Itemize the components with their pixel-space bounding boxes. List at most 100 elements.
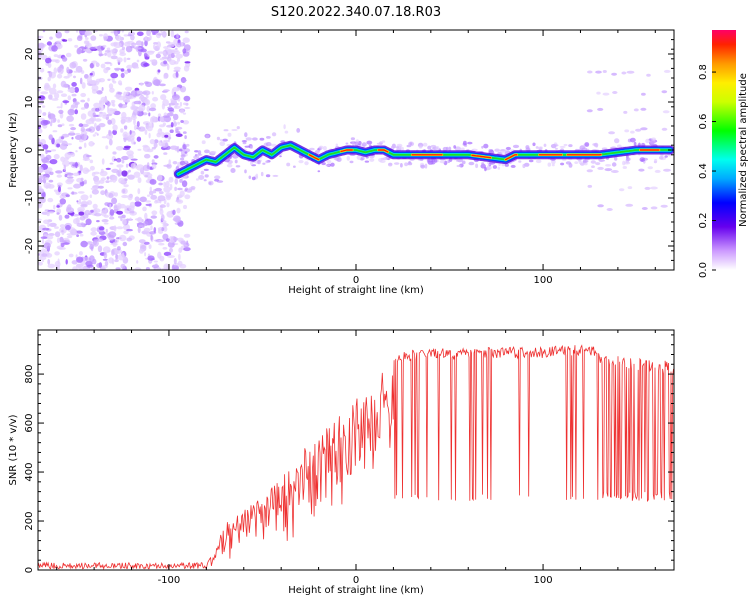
spectral-noise-blob xyxy=(38,262,43,266)
spectral-band-blob xyxy=(662,90,668,93)
spectral-band-blob xyxy=(587,109,593,112)
spectral-halo-blob xyxy=(204,169,209,171)
spectral-halo-blob xyxy=(472,149,478,152)
spectral-noise-blob xyxy=(163,152,167,155)
spectral-noise-blob xyxy=(159,240,166,242)
spectral-noise-blob xyxy=(137,149,141,151)
spectral-noise-blob xyxy=(155,188,162,192)
spectral-halo-blob xyxy=(511,165,516,168)
spectral-noise-blob xyxy=(49,37,53,40)
spectral-halo-blob xyxy=(365,161,369,163)
spectral-halo-blob xyxy=(208,181,214,186)
spectral-noise-blob xyxy=(100,190,105,195)
spectral-noise-blob xyxy=(117,57,123,62)
spectral-noise-blob xyxy=(163,89,170,92)
spectral-noise-blob xyxy=(59,215,63,221)
spectral-halo-blob xyxy=(266,142,272,146)
spectral-noise-blob xyxy=(128,194,133,200)
spectral-noise-blob xyxy=(183,103,187,106)
spectral-noise-blob xyxy=(146,51,154,55)
spectral-noise-blob xyxy=(154,142,158,148)
spectral-noise-blob xyxy=(104,252,108,259)
spectral-halo-blob xyxy=(544,144,547,147)
spectral-noise-blob xyxy=(107,108,115,115)
spectral-halo-blob xyxy=(232,156,238,158)
spectrogram-xtick-label: 100 xyxy=(534,275,553,286)
spectral-halo-blob xyxy=(285,131,289,134)
spectral-halo-blob xyxy=(179,149,183,151)
spectral-band-blob xyxy=(640,127,647,130)
spectral-noise-blob xyxy=(184,135,187,139)
spectral-noise-blob xyxy=(126,229,133,231)
spectral-noise-blob xyxy=(134,125,137,130)
spectral-noise-blob xyxy=(110,209,115,216)
spectral-noise-blob xyxy=(154,200,158,203)
spectral-noise-blob xyxy=(163,247,168,250)
spectral-noise-blob xyxy=(71,191,74,195)
spectral-noise-blob xyxy=(106,229,108,233)
spectral-noise-blob xyxy=(37,178,43,184)
spectral-noise-blob xyxy=(76,133,81,135)
spectral-noise-blob xyxy=(65,174,68,177)
spectral-halo-blob xyxy=(425,164,428,169)
spectral-halo-blob xyxy=(487,165,489,169)
spectral-noise-blob xyxy=(183,205,187,209)
spectral-band-blob xyxy=(642,207,648,210)
spectral-noise-blob xyxy=(90,166,95,171)
spectral-halo-blob xyxy=(204,150,210,154)
spectral-noise-blob xyxy=(68,95,72,100)
spectral-noise-blob xyxy=(134,47,142,49)
spectral-halo-blob xyxy=(191,186,196,190)
spectral-noise-blob xyxy=(107,79,110,81)
spectral-noise-blob xyxy=(87,98,90,102)
spectral-noise-blob xyxy=(57,67,61,73)
spectral-noise-blob xyxy=(76,200,78,202)
spectral-band-blob xyxy=(648,166,653,169)
spectral-noise-blob xyxy=(47,223,50,227)
spectrogram-ytick-label: -20 xyxy=(24,238,35,254)
spectral-noise-blob xyxy=(78,212,84,216)
spectral-noise-blob xyxy=(111,169,118,173)
spectral-noise-blob xyxy=(110,163,114,165)
spectral-noise-blob xyxy=(102,158,105,164)
spectral-noise-blob xyxy=(72,94,77,97)
spectral-band-blob xyxy=(661,205,668,208)
spectral-noise-blob xyxy=(175,129,179,133)
spectral-noise-blob xyxy=(106,168,111,170)
spectral-noise-blob xyxy=(103,45,107,48)
spectral-noise-blob xyxy=(114,94,121,98)
spectral-noise-blob xyxy=(112,125,117,131)
spectral-noise-blob xyxy=(120,128,123,133)
spectral-noise-blob xyxy=(38,109,42,114)
spectral-noise-blob xyxy=(99,78,105,82)
spectral-noise-blob xyxy=(105,145,108,149)
spectral-noise-blob xyxy=(157,175,162,182)
spectral-noise-blob xyxy=(85,31,92,36)
spectral-noise-blob xyxy=(183,247,190,251)
spectral-noise-blob xyxy=(163,115,170,118)
spectral-halo-blob xyxy=(548,163,552,167)
spectral-halo-blob xyxy=(552,164,555,166)
spectral-halo-blob xyxy=(198,150,201,155)
spectral-noise-blob xyxy=(90,63,94,69)
spectral-band-blob xyxy=(664,70,671,73)
spectral-noise-blob xyxy=(170,129,174,133)
spectral-noise-blob xyxy=(149,244,152,249)
spectral-noise-blob xyxy=(175,178,179,185)
spectral-noise-blob xyxy=(170,146,178,150)
spectral-halo-blob xyxy=(395,146,399,148)
snr-ytick-label: 0 xyxy=(24,567,35,573)
spectral-noise-blob xyxy=(67,204,71,210)
spectral-noise-blob xyxy=(47,198,53,202)
spectral-halo-blob xyxy=(408,142,414,147)
spectral-noise-blob xyxy=(153,79,161,86)
spectral-noise-blob xyxy=(171,53,175,58)
spectral-halo-blob xyxy=(214,179,219,182)
spectral-noise-blob xyxy=(116,164,123,167)
spectral-halo-blob xyxy=(323,146,327,151)
spectral-noise-blob xyxy=(121,73,125,78)
spectral-noise-blob xyxy=(121,68,125,72)
spectral-noise-blob xyxy=(181,43,183,47)
spectral-band-blob xyxy=(611,170,619,173)
spectral-noise-blob xyxy=(61,136,65,139)
